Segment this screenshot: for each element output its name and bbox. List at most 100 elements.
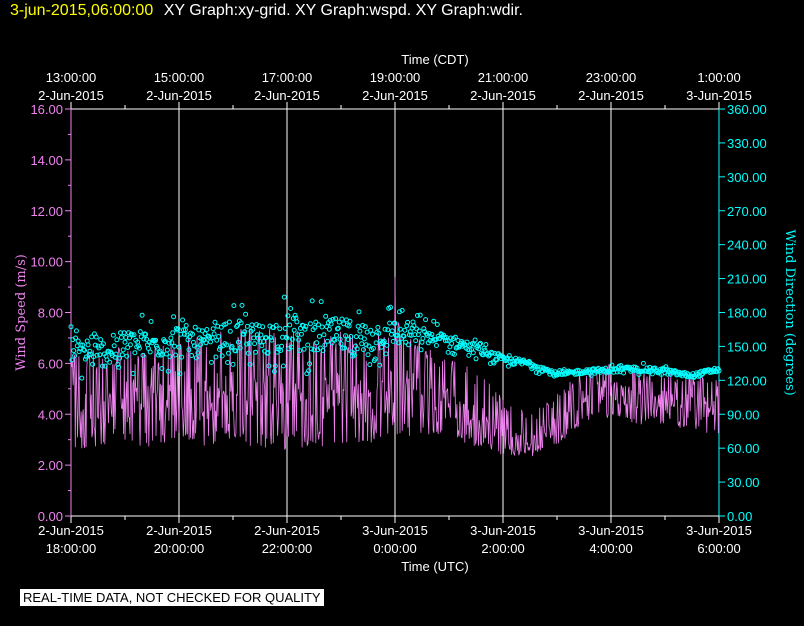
wind-direction-point	[210, 326, 216, 332]
wind-direction-point	[176, 344, 182, 350]
wind-direction-point	[343, 333, 348, 339]
wind-direction-point	[411, 323, 417, 329]
wind-direction-point	[227, 328, 233, 334]
wind-direction-point	[476, 346, 482, 352]
wind-direction-point	[238, 320, 244, 326]
wind-direction-point	[242, 329, 248, 335]
wind-direction-point	[489, 350, 495, 356]
wind-direction-point	[204, 327, 210, 332]
wind-direction-point	[114, 337, 120, 343]
wind-direction-point	[140, 352, 146, 358]
wind-direction-point	[634, 365, 640, 371]
wind-speed-series	[70, 276, 720, 457]
bottom-tick-label-time: 20:00:00	[154, 541, 205, 556]
wind-direction-point	[148, 319, 154, 324]
right-tick-label: 60.00	[727, 441, 760, 456]
wind-direction-point	[170, 330, 176, 336]
wind-direction-point	[345, 337, 351, 343]
left-tick-label: 16.00	[30, 102, 63, 117]
wind-direction-point	[298, 331, 304, 337]
wind-direction-point	[415, 313, 420, 318]
wind-direction-point	[363, 342, 369, 348]
wind-direction-point	[235, 322, 240, 328]
wind-direction-point	[250, 326, 256, 332]
wind-direction-point	[127, 335, 132, 341]
wind-direction-point	[241, 331, 247, 337]
wind-direction-point	[404, 323, 410, 329]
wind-direction-point	[418, 347, 424, 353]
wind-direction-point	[192, 324, 198, 330]
wind-direction-point	[420, 335, 426, 341]
top-axis-label: Time (CDT)	[401, 52, 468, 67]
wind-direction-point	[167, 354, 173, 360]
wind-direction-point	[280, 363, 286, 369]
wind-direction-point	[317, 345, 323, 351]
wind-direction-point	[396, 340, 402, 346]
wind-direction-point	[80, 342, 86, 348]
wind-direction-point	[328, 321, 334, 327]
wind-direction-point	[365, 352, 371, 358]
top-tick-label-time: 21:00:00	[478, 70, 529, 85]
wind-direction-point	[406, 342, 411, 348]
wind-direction-point	[97, 352, 103, 358]
wind-direction-point	[289, 344, 294, 350]
wind-direction-point	[203, 340, 209, 346]
wind-direction-point	[336, 319, 342, 325]
left-tick-label: 6.00	[38, 356, 63, 371]
wind-direction-point	[165, 368, 171, 374]
right-tick-label: 210.00	[727, 272, 767, 287]
wind-direction-point	[98, 337, 104, 343]
wind-direction-point	[449, 341, 455, 346]
wind-direction-point	[164, 347, 170, 353]
wind-direction-point	[375, 324, 381, 330]
wind-direction-point	[326, 326, 332, 332]
wind-direction-point	[87, 348, 93, 354]
wind-direction-point	[128, 331, 134, 337]
wind-direction-point	[225, 360, 231, 365]
wind-direction-point	[279, 343, 285, 349]
wind-direction-point	[226, 350, 231, 356]
wind-direction-point	[303, 324, 309, 329]
bottom-tick-label-date: 3-Jun-2015	[362, 523, 428, 538]
wind-direction-point	[477, 341, 483, 347]
wind-direction-point	[665, 371, 671, 377]
wind-direction-point	[139, 312, 145, 318]
wind-direction-point	[387, 320, 393, 326]
wind-direction-point	[381, 338, 387, 344]
top-tick-label-date: 2-Jun-2015	[470, 88, 536, 103]
wind-direction-point	[395, 332, 401, 338]
wind-direction-point	[146, 339, 152, 345]
wind-direction-point	[282, 325, 288, 331]
wind-direction-point	[211, 331, 217, 337]
wind-direction-point	[373, 340, 379, 346]
bottom-axis-label: Time (UTC)	[401, 559, 468, 574]
wind-direction-point	[421, 326, 427, 332]
wind-direction-point	[208, 359, 214, 365]
wind-direction-point	[277, 326, 283, 332]
wind-direction-point	[330, 316, 336, 322]
wind-direction-point	[235, 339, 241, 345]
wind-direction-point	[399, 307, 405, 313]
wind-direction-point	[208, 339, 213, 345]
wind-direction-point	[392, 320, 398, 326]
right-tick-label: 30.00	[727, 475, 760, 490]
bottom-tick-label-time: 18:00:00	[46, 541, 97, 556]
wind-direction-point	[224, 342, 230, 348]
wind-direction-point	[75, 338, 81, 344]
wind-direction-point	[73, 328, 79, 334]
wind-direction-point	[362, 324, 368, 330]
wind-direction-point	[100, 341, 106, 347]
wind-direction-point	[348, 334, 354, 339]
wind-direction-point	[259, 343, 265, 349]
wind-direction-point	[360, 322, 366, 328]
wind-direction-point	[199, 328, 205, 334]
wind-direction-point	[452, 334, 458, 340]
wind-direction-point	[433, 343, 439, 348]
top-tick-label-date: 2-Jun-2015	[38, 88, 104, 103]
wind-direction-point	[313, 319, 319, 325]
wind-direction-point	[247, 361, 253, 367]
wind-direction-point	[271, 369, 277, 374]
wind-direction-point	[332, 337, 338, 343]
wind-direction-point	[451, 351, 457, 357]
wind-direction-point	[127, 342, 133, 348]
